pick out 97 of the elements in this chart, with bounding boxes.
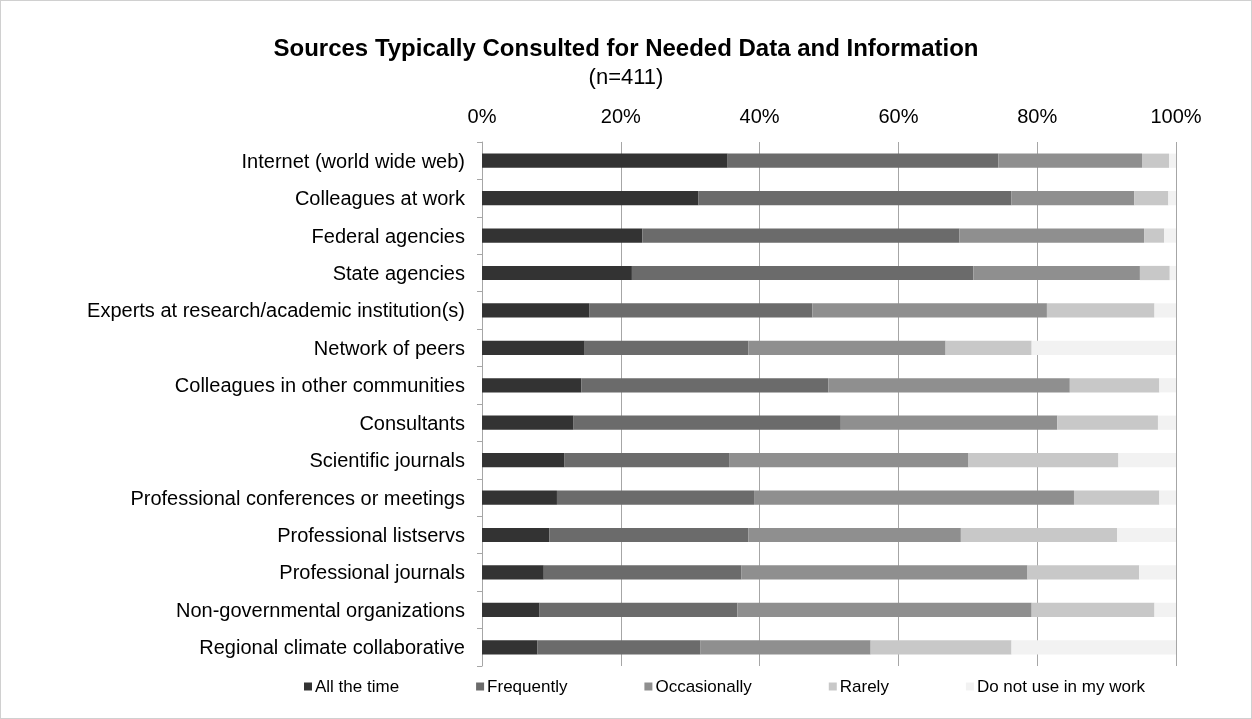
- bar: [870, 640, 1012, 655]
- y-tick-label: Consultants: [359, 411, 465, 434]
- bar: [1154, 602, 1176, 617]
- bar: [1118, 453, 1176, 468]
- chart-title: Sources Typically Consulted for Needed Data and Information: [273, 33, 979, 61]
- bar: [631, 265, 974, 281]
- bar: [584, 340, 749, 355]
- bar: [748, 527, 961, 543]
- bar: [1027, 565, 1140, 580]
- bar: [1057, 415, 1158, 430]
- bar: [482, 565, 544, 580]
- bar: [482, 153, 728, 168]
- bar: [482, 602, 540, 617]
- bar: [729, 453, 969, 468]
- x-tick-label: 20%: [600, 105, 642, 127]
- legend-label: Occasionally: [655, 677, 753, 696]
- bar: [482, 527, 550, 543]
- bar: [549, 527, 749, 543]
- bar: [482, 191, 699, 206]
- bar: [1031, 602, 1155, 617]
- bar: [573, 415, 841, 430]
- bar: [537, 640, 701, 655]
- bar: [482, 415, 574, 430]
- bar: [1159, 490, 1176, 505]
- bar: [539, 602, 738, 617]
- bar: [840, 415, 1058, 430]
- bar: [1139, 565, 1176, 580]
- bar: [581, 378, 829, 393]
- bar: [1134, 191, 1169, 206]
- bar: [1069, 378, 1160, 393]
- bar: [482, 378, 582, 393]
- bar: [482, 265, 632, 281]
- y-tick-label: State agencies: [332, 262, 465, 284]
- bar: [1141, 153, 1170, 168]
- bar: [973, 265, 1140, 281]
- chart-subtitle: (n=411): [588, 63, 664, 89]
- y-tick-label: Federal agencies: [311, 224, 465, 247]
- bar: [1159, 378, 1176, 393]
- bar: [1117, 527, 1176, 543]
- legend-label: Do not use in my work: [976, 677, 1146, 696]
- y-tick-label: Professional conferences or meetings: [130, 486, 465, 509]
- bar: [968, 453, 1119, 468]
- bar: [482, 303, 590, 318]
- bar: [700, 640, 871, 655]
- bar: [1169, 153, 1176, 168]
- bar: [1073, 490, 1160, 505]
- x-tick-label: 60%: [878, 105, 919, 127]
- bar: [1144, 228, 1165, 243]
- bar: [945, 340, 1032, 355]
- bar: [737, 602, 1032, 617]
- bar: [960, 527, 1118, 543]
- y-tick-label: Professional journals: [279, 561, 465, 584]
- bar: [482, 453, 565, 468]
- bar: [1011, 640, 1176, 655]
- bar: [556, 490, 755, 505]
- bar: [1011, 191, 1135, 206]
- bar: [828, 378, 1070, 393]
- legend-label: Rarely: [839, 677, 890, 696]
- x-tick-label: 40%: [739, 105, 780, 127]
- y-tick-label: Non-governmental organizations: [175, 598, 465, 621]
- bar: [698, 191, 1012, 206]
- x-tick-label: 100%: [1150, 105, 1202, 127]
- bar: [741, 565, 1028, 580]
- bar: [727, 153, 999, 168]
- bar: [564, 453, 730, 468]
- bar: [748, 340, 946, 355]
- y-tick-label: Colleagues at work: [294, 187, 466, 210]
- bar: [1154, 303, 1176, 318]
- legend-label: Frequently: [487, 677, 568, 696]
- y-tick-label: Regional climate collaborative: [199, 636, 465, 659]
- bar: [959, 228, 1145, 243]
- y-tick-label: Network of peers: [313, 336, 465, 359]
- bar: [482, 228, 643, 243]
- legend-label: All the time: [315, 677, 400, 696]
- bar: [543, 565, 742, 580]
- x-tick-label: 80%: [1017, 105, 1058, 127]
- bar: [482, 340, 585, 355]
- bar: [482, 490, 557, 505]
- bar: [1031, 340, 1176, 355]
- y-tick-label: Internet (world wide web): [241, 149, 465, 172]
- y-tick-label: Colleagues in other communities: [174, 374, 465, 397]
- y-tick-label: Professional listservs: [277, 524, 465, 546]
- y-tick-label: Experts at research/academic institution(s): [87, 299, 465, 322]
- bar: [482, 640, 538, 655]
- y-tick-label: Scientific journals: [309, 449, 465, 472]
- bar: [642, 228, 960, 243]
- x-tick-label: 0%: [467, 105, 497, 127]
- bar: [1168, 191, 1176, 206]
- bar: [754, 490, 1074, 505]
- bar: [1169, 265, 1176, 281]
- bar: [1139, 265, 1170, 281]
- bar: [998, 153, 1142, 168]
- bar: [1157, 415, 1176, 430]
- bar: [1046, 303, 1155, 318]
- bar: [1164, 228, 1176, 243]
- bar: [812, 303, 1047, 318]
- bar: [589, 303, 813, 318]
